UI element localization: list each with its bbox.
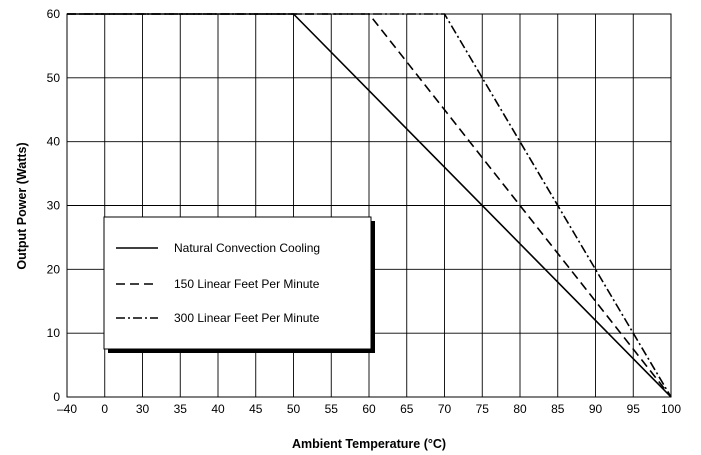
y-tick-labels: 0 10 20 30 40 50 60	[47, 7, 61, 404]
x-tick-label: 75	[476, 402, 490, 416]
legend: Natural Convection Cooling 150 Linear Fee…	[103, 216, 375, 353]
y-tick-label: 10	[47, 326, 61, 340]
x-tick-label: 30	[136, 402, 150, 416]
x-tick-label: 60	[362, 402, 376, 416]
y-tick-label: 20	[47, 262, 61, 276]
x-tick-label: 70	[438, 402, 452, 416]
x-tick-label: 95	[627, 402, 641, 416]
y-tick-label: 60	[47, 7, 61, 21]
x-tick-label: 100	[661, 402, 681, 416]
plot-frame	[66, 13, 672, 398]
x-tick-label: 90	[589, 402, 603, 416]
y-tick-label: 40	[47, 135, 61, 149]
x-tick-label: 65	[400, 402, 414, 416]
x-axis-title: Ambient Temperature (°C)	[292, 437, 446, 451]
x-tick-label: 35	[174, 402, 188, 416]
y-tick-label: 50	[47, 71, 61, 85]
x-tick-label: –40	[57, 402, 77, 416]
x-tick-labels: –40 0 30 35 40 45 50 55 60 65 70 75 80 85 90 95 100	[57, 402, 681, 416]
x-tick-label: 0	[101, 402, 108, 416]
legend-box	[103, 216, 372, 350]
legend-label-2: 150 Linear Feet Per Minute	[174, 277, 320, 291]
x-tick-label: 80	[513, 402, 527, 416]
x-tick-label: 55	[325, 402, 339, 416]
legend-label-1: Natural Convection Cooling	[174, 241, 320, 255]
x-tick-label: 50	[287, 402, 301, 416]
y-axis-title: Output Power (Watts)	[15, 142, 29, 269]
x-tick-label: 45	[249, 402, 263, 416]
legend-label-3: 300 Linear Feet Per Minute	[174, 311, 320, 325]
x-tick-label: 85	[551, 402, 565, 416]
y-tick-label: 0	[53, 390, 60, 404]
y-tick-label: 30	[47, 199, 61, 213]
x-tick-label: 40	[211, 402, 225, 416]
